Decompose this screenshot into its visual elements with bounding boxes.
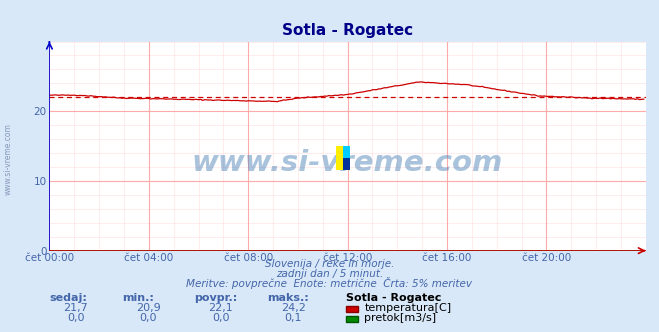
Text: 22,1: 22,1	[208, 303, 233, 313]
Text: 20,9: 20,9	[136, 303, 161, 313]
Text: povpr.:: povpr.:	[194, 293, 238, 303]
Text: zadnji dan / 5 minut.: zadnji dan / 5 minut.	[276, 269, 383, 279]
Text: 0,1: 0,1	[285, 313, 302, 323]
Text: min.:: min.:	[122, 293, 154, 303]
Text: Slovenija / reke in morje.: Slovenija / reke in morje.	[265, 259, 394, 269]
Text: pretok[m3/s]: pretok[m3/s]	[364, 313, 436, 323]
Text: www.si-vreme.com: www.si-vreme.com	[192, 149, 503, 177]
Bar	[343, 146, 350, 158]
Text: 0,0: 0,0	[212, 313, 229, 323]
Text: 21,7: 21,7	[63, 303, 88, 313]
Text: 0,0: 0,0	[140, 313, 157, 323]
Bar	[335, 146, 343, 171]
Bar	[343, 158, 350, 171]
Title: Sotla - Rogatec: Sotla - Rogatec	[282, 23, 413, 38]
Text: Meritve: povprečne  Enote: metrične  Črta: 5% meritev: Meritve: povprečne Enote: metrične Črta:…	[186, 277, 473, 289]
Text: www.si-vreme.com: www.si-vreme.com	[3, 124, 13, 195]
Text: 24,2: 24,2	[281, 303, 306, 313]
Text: temperatura[C]: temperatura[C]	[364, 303, 451, 313]
Text: Sotla - Rogatec: Sotla - Rogatec	[346, 293, 442, 303]
Text: maks.:: maks.:	[267, 293, 308, 303]
Text: sedaj:: sedaj:	[49, 293, 87, 303]
Text: 0,0: 0,0	[67, 313, 84, 323]
